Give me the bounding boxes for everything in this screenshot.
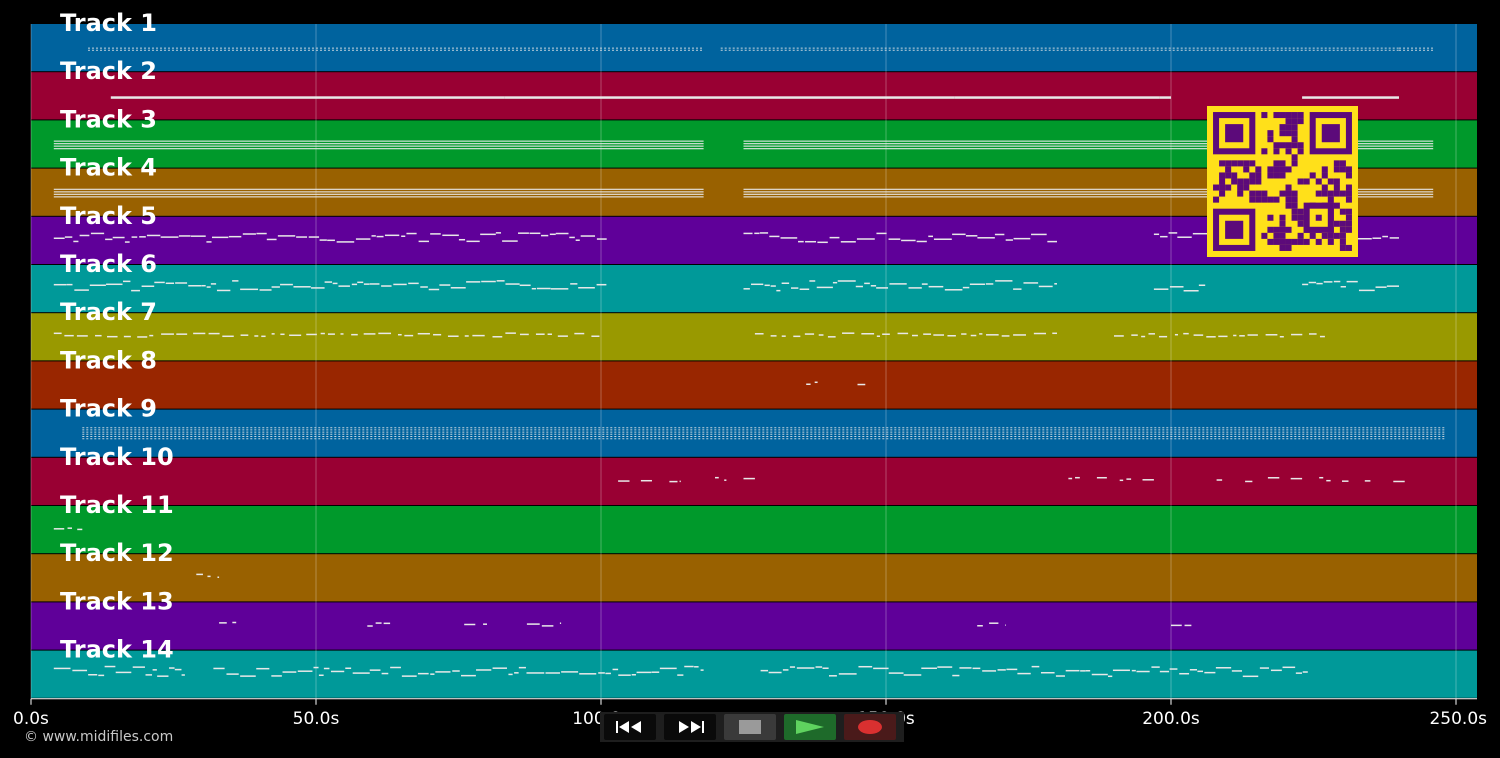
note-segment [806, 381, 818, 386]
note-segment [1142, 479, 1154, 481]
track-label: Track 14 [60, 636, 174, 664]
track-lane [31, 506, 1477, 554]
note-segment [954, 96, 1160, 99]
note-segment [1068, 476, 1080, 480]
qr-code [1207, 106, 1358, 257]
note-segment [1096, 476, 1107, 479]
note-segment [1393, 480, 1405, 483]
note-segment [1267, 477, 1280, 479]
track-label: Track 12 [60, 539, 174, 567]
note-segment [1153, 284, 1206, 292]
track-label: Track 2 [60, 57, 157, 85]
track-label: Track 5 [60, 202, 157, 230]
note-segment [618, 480, 630, 482]
fast-forward-icon [679, 721, 704, 733]
note-segment [53, 280, 607, 292]
track-lane [31, 361, 1477, 409]
track-labels: Track 1 Track 2 Track 3 Track 4 Track 5 Track… [60, 9, 174, 664]
track-label: Track 7 [60, 298, 157, 326]
track-label: Track 3 [60, 105, 157, 133]
note-segment [464, 623, 487, 626]
note-segment [754, 332, 1057, 338]
note-segment [1302, 280, 1399, 292]
transport-controls [600, 712, 904, 742]
note-segment [720, 47, 1399, 51]
note-segment [213, 665, 704, 677]
note-segment [53, 527, 83, 531]
note-segment [1290, 477, 1303, 480]
note-segment [743, 280, 1057, 292]
note-segment [88, 47, 704, 51]
note-segment [1171, 624, 1192, 627]
track-label: Track 13 [60, 587, 174, 615]
note-segment [743, 188, 1434, 198]
track-lane [31, 602, 1477, 650]
note-segment [640, 479, 652, 482]
note-segment [1159, 96, 1171, 99]
record-icon [858, 720, 882, 734]
time-gridlines [30, 24, 1457, 699]
note-segment [504, 96, 744, 99]
tick-label: 50.0s [293, 709, 340, 729]
rewind-icon [616, 721, 641, 733]
note-events [53, 47, 1445, 678]
note-segment [53, 188, 704, 198]
play-button[interactable] [784, 714, 836, 740]
copyright-text: © www.midifiles.com [24, 729, 174, 745]
note-segment [1114, 332, 1325, 338]
note-segment [1364, 480, 1371, 482]
track-lane [31, 650, 1477, 698]
note-segment [760, 665, 1308, 678]
track-label: Track 11 [60, 491, 174, 519]
track-lane [31, 457, 1477, 505]
note-segment [743, 232, 1057, 244]
note-segment [526, 622, 562, 627]
note-segment [82, 427, 1445, 440]
note-segment [1399, 47, 1434, 51]
stop-button[interactable] [724, 714, 776, 740]
note-segment [743, 140, 1434, 150]
note-segment [1216, 479, 1223, 481]
note-segment [669, 480, 681, 483]
note-segment [1342, 480, 1349, 482]
track-label: Track 1 [60, 9, 157, 37]
track-lane [31, 265, 1477, 313]
note-segment [367, 622, 391, 627]
note-segment [1119, 478, 1132, 482]
rewind-button[interactable] [604, 714, 656, 740]
note-segment [110, 96, 505, 99]
tick-label: 200.0s [1142, 709, 1200, 729]
stop-icon [739, 720, 761, 734]
note-segment [1319, 476, 1331, 482]
note-segment [715, 476, 727, 481]
tick-label: 250.0s [1429, 709, 1487, 729]
note-segment [743, 477, 755, 480]
track-label: Track 10 [60, 443, 174, 471]
note-segment [1302, 96, 1399, 99]
note-segment [53, 665, 185, 677]
track-label: Track 6 [60, 250, 157, 278]
record-button[interactable] [844, 714, 896, 740]
note-segment [1245, 480, 1253, 483]
track-lane [31, 409, 1477, 457]
note-segment [53, 232, 607, 243]
track-lane [31, 313, 1477, 361]
play-icon [796, 720, 824, 734]
note-segment [977, 622, 1006, 627]
tick-label: 0.0s [13, 709, 49, 729]
track-label: Track 8 [60, 346, 157, 374]
track-label: Track 4 [60, 154, 157, 182]
note-segment [53, 140, 704, 150]
note-segment [53, 332, 600, 338]
fast-forward-button[interactable] [664, 714, 716, 740]
note-segment [196, 573, 220, 579]
note-segment [857, 383, 866, 386]
note-segment [219, 621, 237, 624]
note-segment [743, 96, 955, 99]
track-lane [31, 554, 1477, 602]
track-label: Track 9 [60, 395, 157, 423]
